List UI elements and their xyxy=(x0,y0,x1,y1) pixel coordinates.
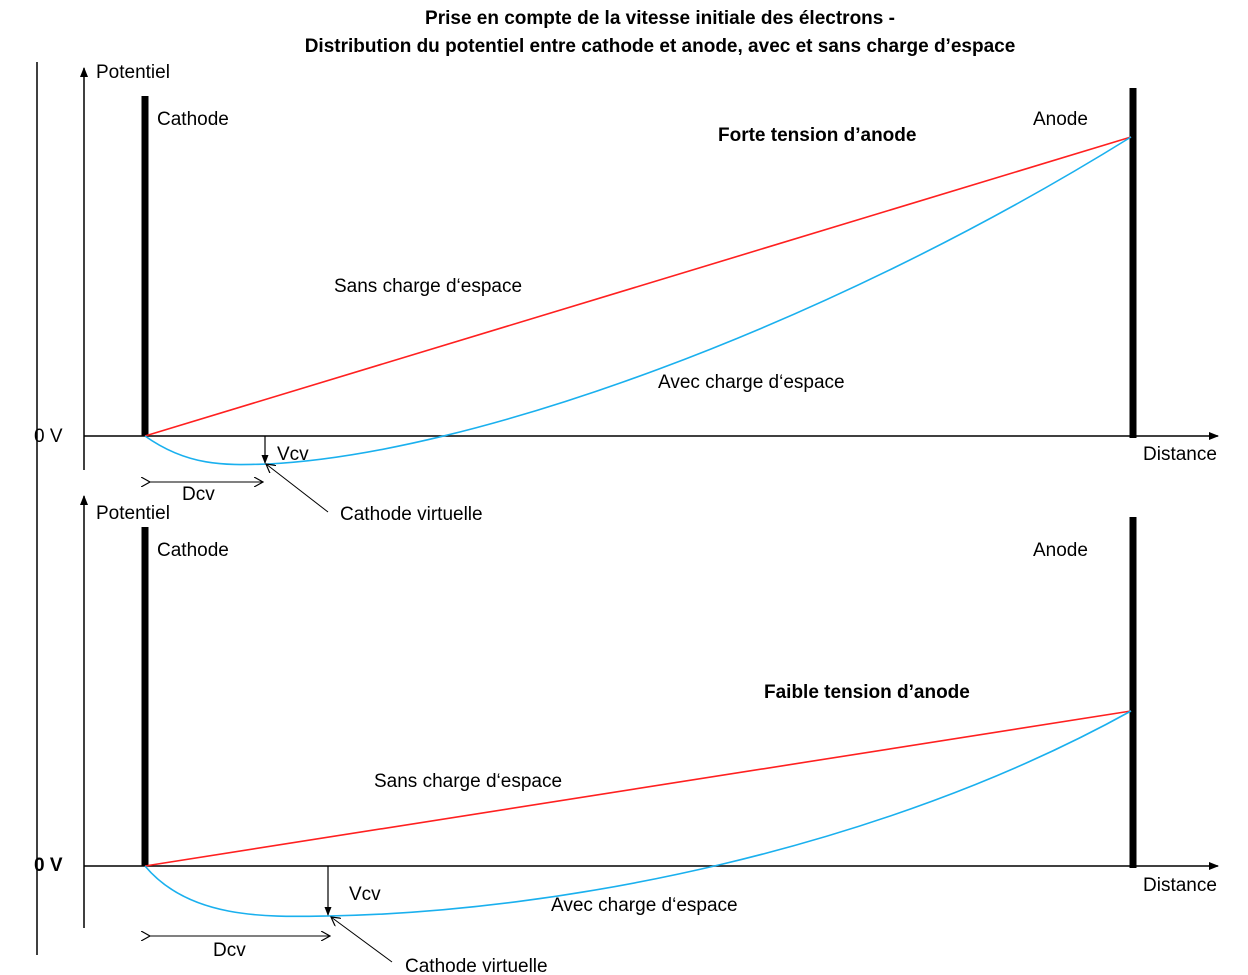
bottom-virtual-cathode-label: Cathode virtuelle xyxy=(405,956,548,975)
top-virtual-cathode-pointer xyxy=(266,464,329,513)
bottom-condition-label: Faible tension d’anode xyxy=(764,682,970,703)
bottom-line-without-space-charge xyxy=(144,710,1132,867)
bottom-vcv-label: Vcv xyxy=(349,884,381,905)
top-cathode-label: Cathode xyxy=(157,109,229,130)
title-line-1: Prise en compte de la vitesse initiale d… xyxy=(425,8,895,29)
top-dcv-label: Dcv xyxy=(182,484,215,505)
top-y-axis-label: Potentiel xyxy=(96,62,170,83)
bottom-x-axis-label: Distance xyxy=(1143,875,1217,896)
title-line-2: Distribution du potentiel entre cathode … xyxy=(305,36,1016,57)
bottom-curve-with-space-charge xyxy=(144,710,1132,918)
top-condition-label: Forte tension d’anode xyxy=(718,125,916,146)
top-line-without-space-charge xyxy=(144,136,1132,437)
top-anode-label: Anode xyxy=(1033,109,1088,130)
bottom-dcv-label: Dcv xyxy=(213,940,246,961)
top-line-label: Sans charge d‘espace xyxy=(334,276,522,297)
top-panel: Potentiel Distance 0 V Cathode Anode For… xyxy=(34,62,1219,525)
bottom-cathode-label: Cathode xyxy=(157,540,229,561)
top-zero-label: 0 V xyxy=(34,426,63,447)
top-curve-with-space-charge xyxy=(144,136,1132,466)
top-curve-label: Avec charge d‘espace xyxy=(658,372,845,393)
bottom-curve-label: Avec charge d‘espace xyxy=(551,895,738,916)
bottom-anode-label: Anode xyxy=(1033,540,1088,561)
top-vcv-label: Vcv xyxy=(277,444,309,465)
bottom-line-label: Sans charge d‘espace xyxy=(374,771,562,792)
top-virtual-cathode-label: Cathode virtuelle xyxy=(340,504,483,525)
bottom-panel: Potentiel Distance 0 V Cathode Anode Fai… xyxy=(34,495,1219,975)
top-x-axis-label: Distance xyxy=(1143,444,1217,465)
bottom-virtual-cathode-pointer xyxy=(331,917,393,963)
bottom-y-axis-label: Potentiel xyxy=(96,503,170,524)
bottom-zero-label: 0 V xyxy=(34,855,63,876)
